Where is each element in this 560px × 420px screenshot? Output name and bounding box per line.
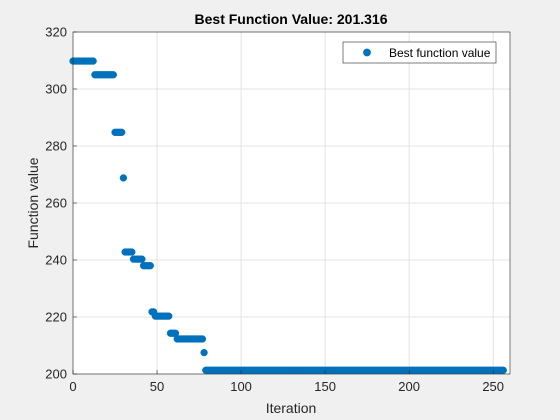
x-tick-label: 0 <box>69 379 76 394</box>
x-axis-label: Iteration <box>266 400 317 416</box>
data-point <box>198 335 207 343</box>
series-points <box>69 57 507 374</box>
data-point <box>128 248 136 256</box>
data-point <box>200 348 208 357</box>
y-tick-label: 240 <box>45 253 67 268</box>
data-point <box>109 71 117 79</box>
x-tick-label: 100 <box>230 379 252 394</box>
chart-title: Best Function Value: 201.316 <box>195 11 388 27</box>
x-tick-label: 150 <box>314 379 336 394</box>
y-axis-label: Function value <box>25 157 41 248</box>
y-tick-label: 300 <box>45 82 67 97</box>
y-tick-label: 280 <box>45 139 67 154</box>
data-point <box>89 57 97 65</box>
y-tick-label: 320 <box>45 25 67 40</box>
grid <box>72 31 510 375</box>
data-point <box>146 262 154 270</box>
legend-label: Best function value <box>389 46 491 60</box>
data-point <box>119 174 128 182</box>
data-point <box>165 312 173 320</box>
legend: Best function value <box>342 41 497 64</box>
data-point <box>138 255 146 263</box>
y-tick-label: 220 <box>45 310 67 325</box>
y-tick-label: 200 <box>45 367 67 382</box>
data-point <box>499 366 507 374</box>
legend-box <box>342 41 497 64</box>
data-point <box>118 128 126 136</box>
x-tick-label: 200 <box>398 379 420 394</box>
ticks: 0 50 100 150 200 250 200 220 240 260 280 300 320 <box>45 25 504 395</box>
y-tick-label: 260 <box>45 196 67 211</box>
x-tick-label: 250 <box>482 379 504 394</box>
x-tick-label: 50 <box>150 379 164 394</box>
legend-marker <box>363 48 371 57</box>
